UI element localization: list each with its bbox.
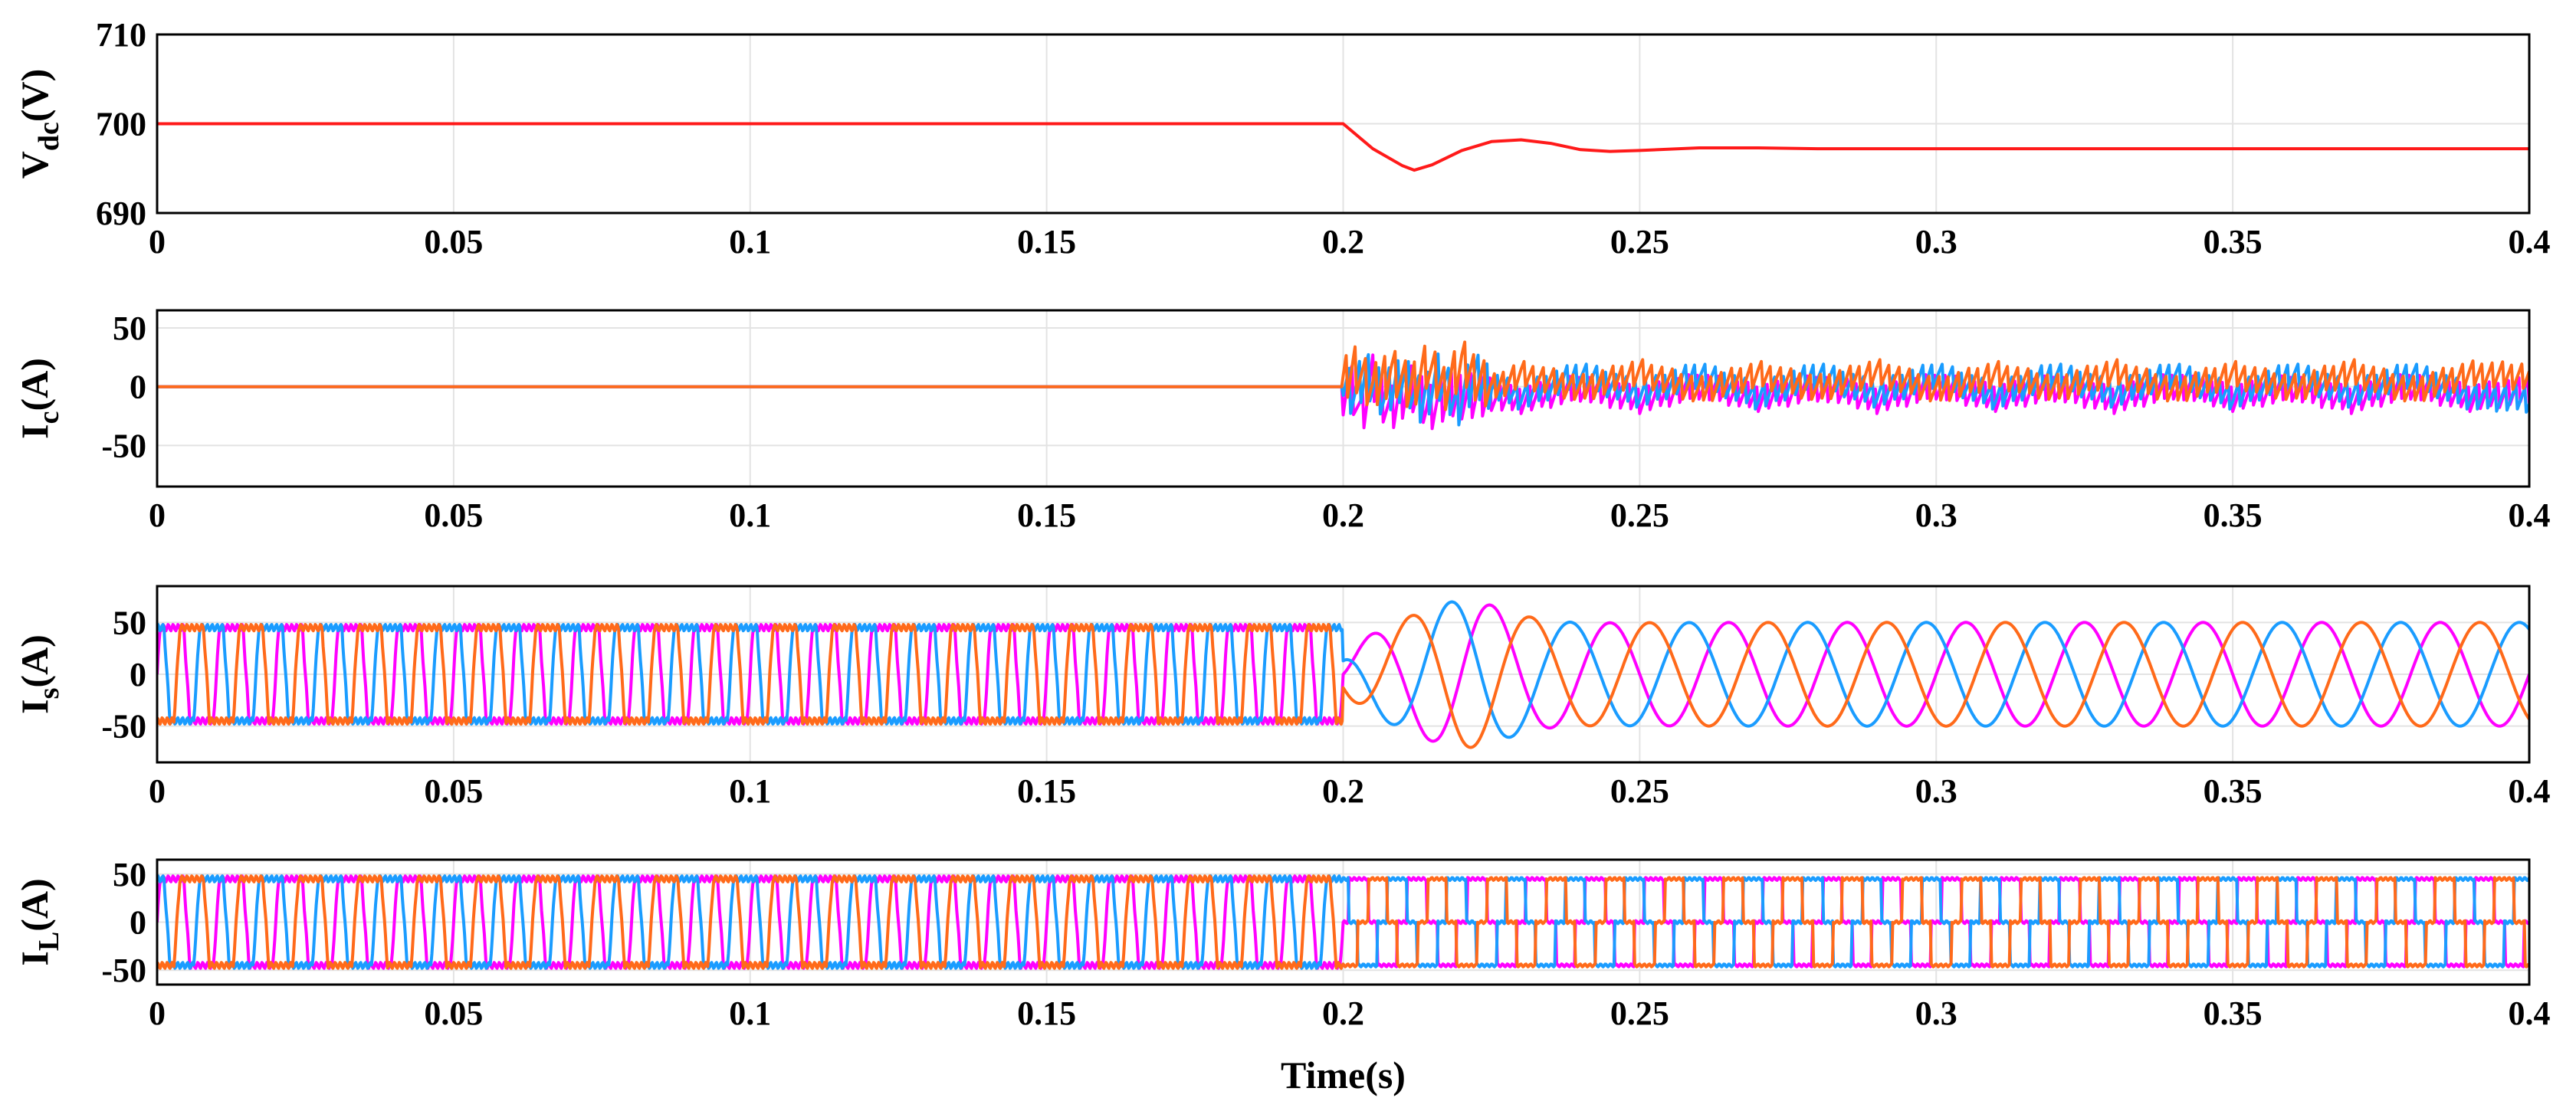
x-tick-label: 0.15 bbox=[1017, 772, 1076, 810]
x-tick-label: 0.4 bbox=[2509, 497, 2551, 534]
x-tick-label: 0.25 bbox=[1610, 223, 1669, 261]
series-trace-3 bbox=[157, 874, 2529, 970]
x-tick-label: 0.35 bbox=[2204, 772, 2263, 810]
plot-frame bbox=[156, 33, 2531, 215]
series-trace-1 bbox=[157, 603, 2529, 743]
panel-1: 0 0.05 0.1 0.15 0.2 0.25 0.3 0.35 0.4 710 700 690 Vd… bbox=[13, 16, 2551, 261]
y-tick-label: 50 bbox=[113, 310, 146, 347]
x-tick-label: 0.3 bbox=[1915, 223, 1957, 261]
x-tick-label: 0.1 bbox=[729, 497, 771, 534]
x-tick-label: 0.35 bbox=[2204, 223, 2263, 261]
series-trace-3 bbox=[157, 614, 2529, 749]
x-tick-label: 0.3 bbox=[1915, 772, 1957, 810]
y-tick-label: 50 bbox=[113, 856, 146, 893]
y-tick-label: 50 bbox=[113, 604, 146, 641]
x-tick-label: 0.05 bbox=[424, 497, 483, 534]
x-tick-label: 0.3 bbox=[1915, 497, 1957, 534]
x-tick-label: 0.15 bbox=[1017, 497, 1076, 534]
x-tick-label: 0.05 bbox=[424, 995, 483, 1032]
x-tick-label: 0.2 bbox=[1322, 772, 1364, 810]
y-tick-label: 0 bbox=[130, 369, 146, 406]
x-axis-label: Time(s) bbox=[1281, 1054, 1406, 1096]
y-axis-label: Vdc(V) bbox=[13, 69, 65, 179]
y-tick-label: -50 bbox=[101, 952, 146, 989]
x-tick-label: 0.1 bbox=[729, 995, 771, 1032]
plot-frame bbox=[156, 309, 2531, 488]
plot-frame bbox=[156, 858, 2531, 986]
x-tick-label: 0.4 bbox=[2509, 995, 2551, 1032]
x-tick-label: 0.2 bbox=[1322, 497, 1364, 534]
series-trace-1 bbox=[157, 874, 2529, 970]
panel-4: 0 0.05 0.1 0.15 0.2 0.25 0.3 0.35 0.4500-50IL(A)… bbox=[13, 856, 2551, 1096]
x-tick-label: 0.25 bbox=[1610, 772, 1669, 810]
x-tick-label: 0.2 bbox=[1322, 223, 1364, 261]
y-axis-label: Is(A) bbox=[13, 634, 65, 714]
y-tick-label: -50 bbox=[101, 708, 146, 746]
x-tick-label: 0.05 bbox=[424, 223, 483, 261]
x-tick-label: 0.05 bbox=[424, 772, 483, 810]
x-tick-label: 0.15 bbox=[1017, 995, 1076, 1032]
y-axis-label: Ic(A) bbox=[13, 358, 65, 439]
y-tick-label: 0 bbox=[130, 904, 146, 942]
x-tick-label: 0.15 bbox=[1017, 223, 1076, 261]
x-tick-label: 0.2 bbox=[1322, 995, 1364, 1032]
x-tick-label: 0.25 bbox=[1610, 497, 1669, 534]
series-trace-2 bbox=[157, 874, 2529, 970]
x-tick-label: 0.4 bbox=[2509, 223, 2551, 261]
x-tick-label: 0 bbox=[149, 223, 166, 261]
x-tick-label: 0.25 bbox=[1610, 995, 1669, 1032]
y-tick-label: 690 bbox=[96, 195, 146, 232]
series-trace-1 bbox=[157, 122, 2529, 172]
x-tick-label: 0.35 bbox=[2204, 995, 2263, 1032]
plot-frame bbox=[156, 585, 2531, 764]
y-tick-label: 710 bbox=[96, 16, 146, 54]
y-axis-label: IL(A) bbox=[13, 878, 65, 965]
y-tick-label: 0 bbox=[130, 656, 146, 693]
x-tick-label: 0 bbox=[149, 497, 166, 534]
y-tick-label: 700 bbox=[96, 106, 146, 143]
x-tick-label: 0.35 bbox=[2204, 497, 2263, 534]
series-trace-2 bbox=[157, 600, 2529, 739]
x-tick-label: 0.1 bbox=[729, 772, 771, 810]
x-tick-label: 0 bbox=[149, 772, 166, 810]
series-trace-3 bbox=[157, 340, 2529, 411]
x-tick-label: 0.1 bbox=[729, 223, 771, 261]
x-tick-label: 0 bbox=[149, 995, 166, 1032]
x-tick-label: 0.4 bbox=[2509, 772, 2551, 810]
y-tick-label: -50 bbox=[101, 427, 146, 464]
x-tick-label: 0.3 bbox=[1915, 995, 1957, 1032]
